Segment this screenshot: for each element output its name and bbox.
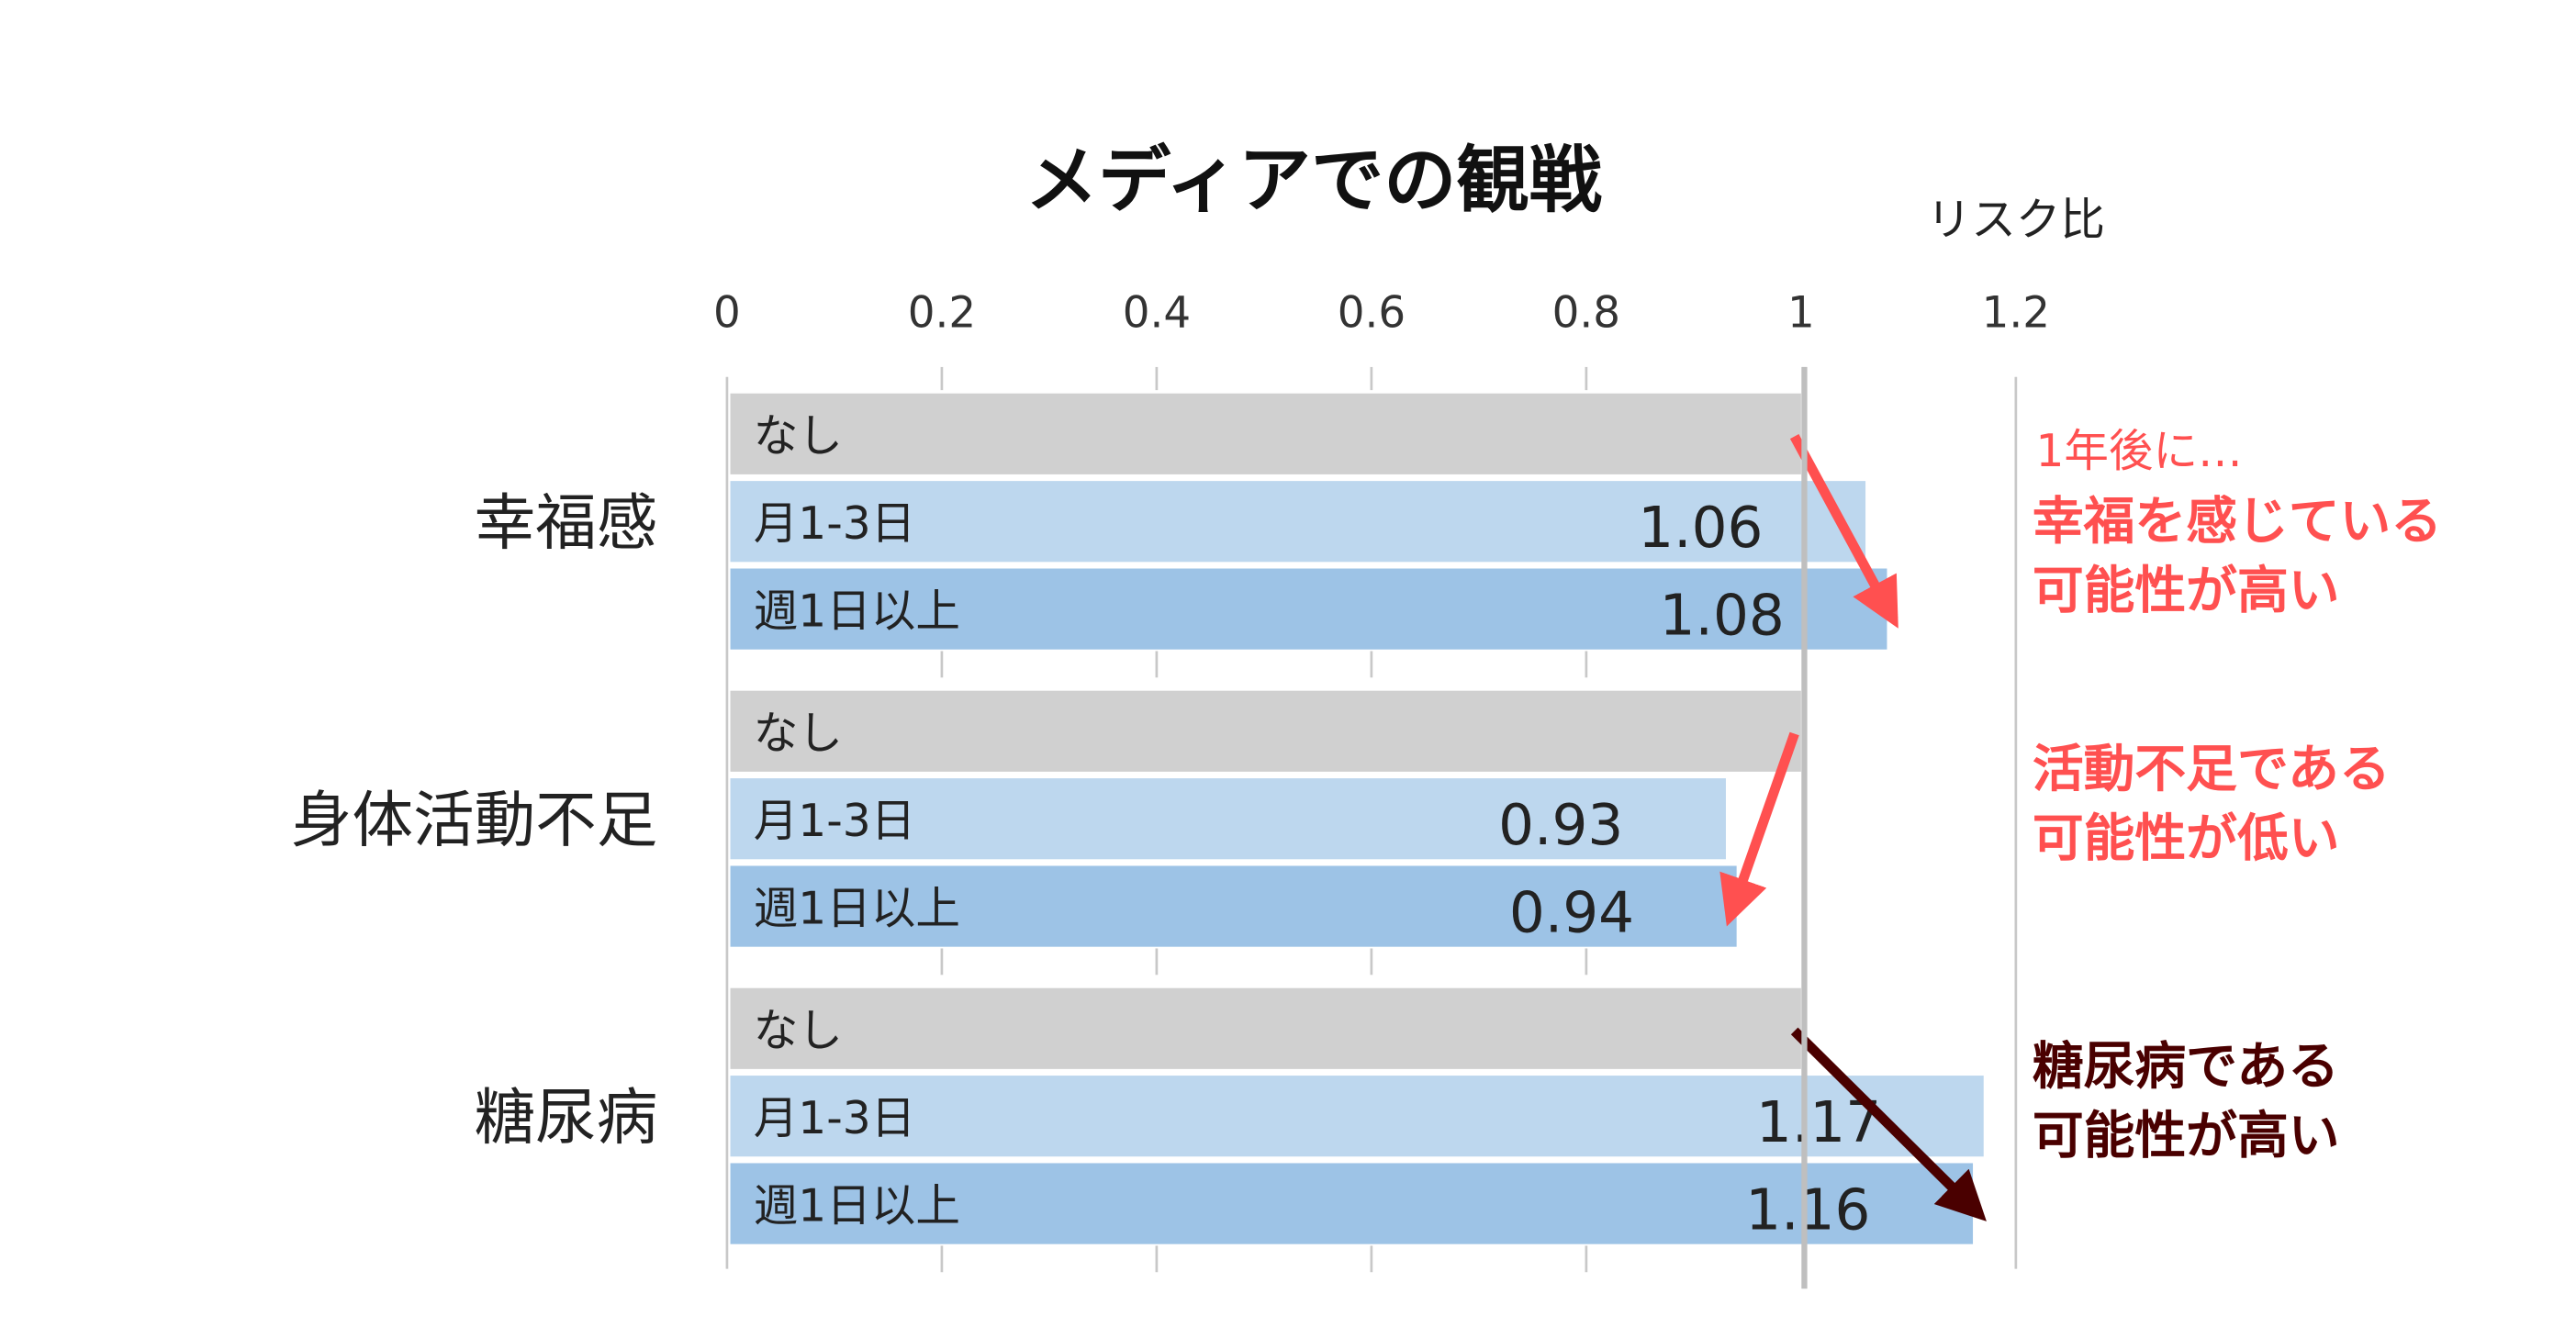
bar bbox=[730, 481, 1866, 563]
annotation-text: 活動不足である bbox=[2033, 740, 2391, 799]
bar-label: なし bbox=[754, 411, 843, 463]
bar bbox=[730, 690, 1801, 772]
bar bbox=[730, 1163, 1974, 1244]
bar bbox=[730, 393, 1801, 474]
bar bbox=[730, 1076, 1984, 1157]
annotation-text: 糖尿病である bbox=[2033, 1037, 2339, 1097]
data-label: 1.08 bbox=[1660, 584, 1785, 649]
trend-arrow-icon bbox=[1789, 433, 1898, 629]
category-label: 身体活動不足 bbox=[291, 784, 657, 855]
x-tick-label: 0.6 bbox=[1338, 289, 1406, 339]
data-label: 0.94 bbox=[1509, 880, 1634, 945]
x-tick-label: 1 bbox=[1787, 289, 1815, 339]
annotation-text: 可能性が高い bbox=[2033, 1107, 2340, 1166]
annotation-lead: 1年後に… bbox=[2035, 426, 2242, 477]
x-axis-label: リスク比 bbox=[1927, 195, 2105, 246]
trend-arrow-icon bbox=[1719, 731, 1799, 927]
annotation-text: 可能性が低い bbox=[2033, 809, 2340, 869]
x-tick-label: 1.2 bbox=[1982, 289, 2050, 339]
bar-label: 月1-3日 bbox=[754, 1093, 916, 1144]
bar-label: 週1日以上 bbox=[754, 586, 960, 638]
bar-label: 週1日以上 bbox=[754, 883, 960, 934]
x-tick-label: 0.2 bbox=[908, 289, 976, 339]
category-label: 幸福感 bbox=[475, 487, 658, 559]
bar-label: 月1-3日 bbox=[754, 796, 916, 847]
data-label: 1.06 bbox=[1638, 496, 1763, 561]
x-tick-label: 0.4 bbox=[1123, 289, 1191, 339]
data-label: 1.16 bbox=[1745, 1177, 1870, 1243]
bar-label: なし bbox=[754, 1006, 843, 1057]
bar-label: なし bbox=[754, 708, 843, 760]
bar bbox=[730, 865, 1737, 947]
category-label: 糖尿病 bbox=[475, 1081, 658, 1153]
annotation-text: 幸福を感じている bbox=[2033, 492, 2442, 552]
x-tick-label: 0 bbox=[713, 289, 741, 339]
chart-title: メディアでの観戦 bbox=[1025, 138, 1602, 223]
bar bbox=[730, 987, 1801, 1069]
bar-label: 週1日以上 bbox=[754, 1180, 960, 1232]
bar bbox=[730, 568, 1887, 650]
annotation-text: 可能性が高い bbox=[2033, 562, 2340, 621]
data-label: 0.93 bbox=[1498, 793, 1623, 858]
x-tick-label: 0.8 bbox=[1552, 289, 1620, 339]
bar bbox=[730, 778, 1726, 860]
trend-arrow-icon bbox=[1790, 1027, 1987, 1221]
bar-label: 月1-3日 bbox=[754, 498, 916, 550]
